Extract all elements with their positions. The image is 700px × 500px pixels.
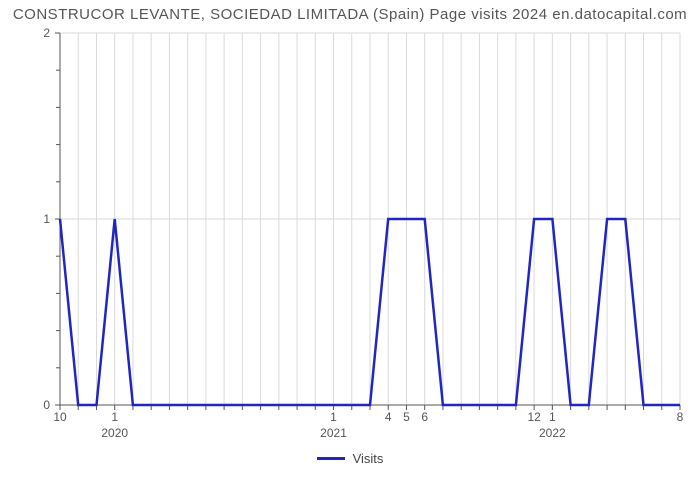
legend-label: Visits [353,451,384,466]
svg-text:12: 12 [527,410,541,424]
visits-chart: 01210114561218202020212022 [30,25,690,445]
svg-text:1: 1 [549,410,556,424]
svg-text:1: 1 [43,212,50,226]
legend: Visits [317,445,384,466]
chart-svg: 01210114561218202020212022 [30,25,690,445]
svg-text:0: 0 [43,398,50,412]
svg-text:8: 8 [677,410,684,424]
svg-text:2: 2 [43,26,50,40]
svg-text:4: 4 [385,410,392,424]
svg-text:2022: 2022 [539,426,566,440]
svg-text:2020: 2020 [101,426,128,440]
svg-text:6: 6 [421,410,428,424]
svg-text:2021: 2021 [320,426,347,440]
svg-text:5: 5 [403,410,410,424]
svg-text:1: 1 [111,410,118,424]
svg-text:10: 10 [53,410,67,424]
legend-swatch [317,457,345,460]
page-title: CONSTRUCOR LEVANTE, SOCIEDAD LIMITADA (S… [5,0,695,25]
svg-text:1: 1 [330,410,337,424]
